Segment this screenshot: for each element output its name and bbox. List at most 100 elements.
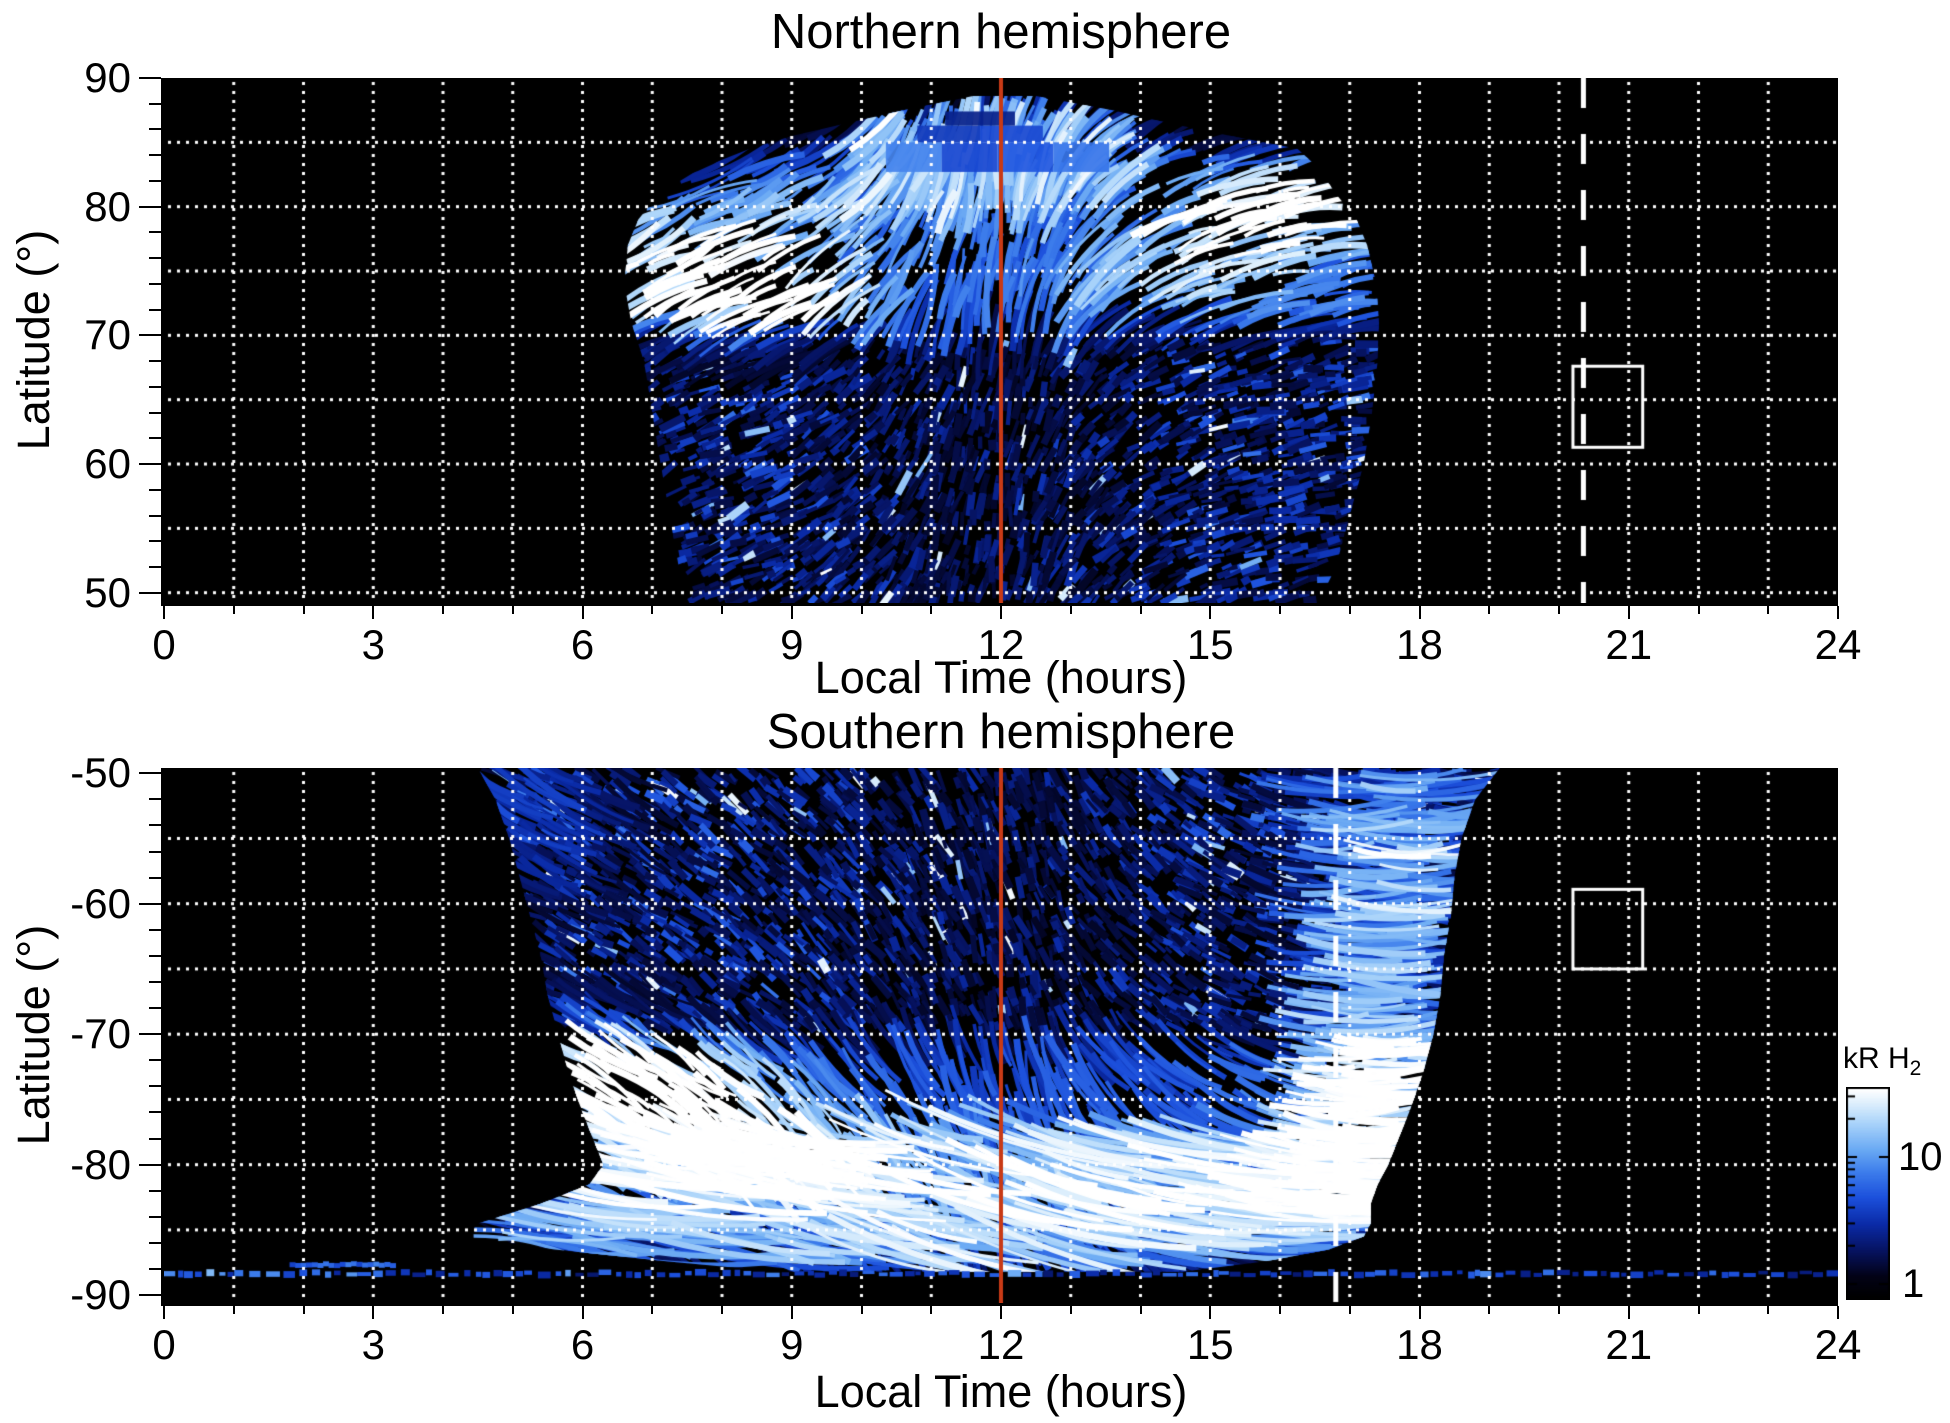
y-tick-label: 80	[84, 182, 131, 230]
x-tick	[1348, 606, 1351, 614]
x-axis-line	[161, 603, 1838, 606]
x-tick	[1000, 606, 1002, 619]
y-tick-label: -70	[70, 1010, 131, 1058]
y-tick	[149, 1241, 161, 1244]
x-tick-label: 3	[361, 1321, 385, 1368]
x-tick	[581, 1306, 584, 1319]
x-tick-label: 6	[570, 1321, 595, 1368]
x-tick-label: 24	[1814, 1321, 1862, 1368]
y-tick	[149, 565, 161, 568]
x-tick	[930, 606, 933, 614]
y-tick	[149, 876, 161, 879]
y-tick	[149, 540, 161, 543]
x-tick	[790, 606, 793, 619]
y-tick	[149, 954, 161, 957]
x-tick-label: 0	[152, 1321, 176, 1368]
y-tick	[149, 981, 161, 983]
y-tick	[149, 1007, 161, 1010]
heatmap-canvas-south	[164, 768, 1838, 1303]
y-tick	[149, 308, 161, 311]
x-tick	[930, 1306, 933, 1314]
x-tick-label: 9	[780, 621, 804, 668]
y-tick	[149, 850, 161, 853]
y-tick	[139, 1294, 161, 1297]
x-tick	[1279, 1306, 1281, 1314]
y-tick	[149, 1111, 161, 1114]
x-tick	[1488, 1306, 1491, 1314]
x-axis-line	[161, 1303, 1838, 1306]
x-tick	[1837, 606, 1839, 619]
x-tick	[1209, 1306, 1212, 1319]
y-tick	[149, 437, 161, 440]
y-tick-label: 70	[84, 311, 131, 359]
y-tick	[139, 1033, 161, 1036]
x-tick	[372, 606, 375, 619]
y-tick	[149, 231, 161, 234]
y-tick	[149, 1215, 161, 1218]
y-tick	[139, 591, 161, 594]
y-tick	[139, 77, 161, 79]
x-tick	[581, 606, 584, 619]
x-tick	[1837, 1306, 1839, 1319]
y-axis-line	[161, 768, 164, 1306]
y-tick	[149, 411, 161, 414]
y-tick	[139, 1163, 161, 1166]
x-tick	[232, 1306, 235, 1314]
x-tick	[511, 1306, 514, 1314]
colorbar-tick-1: 1	[1902, 1262, 1925, 1306]
x-tick	[1000, 1306, 1002, 1319]
x-tick	[1627, 606, 1630, 619]
x-tick	[1627, 1306, 1630, 1319]
y-tick	[139, 463, 161, 466]
y-tick	[149, 514, 161, 517]
x-tick	[721, 1306, 723, 1314]
y-tick	[139, 902, 161, 905]
colorbar-title-subscript: 2	[1909, 1057, 1922, 1080]
y-axis-line	[161, 78, 164, 606]
colorbar	[1846, 1087, 1890, 1300]
x-tick-label: 9	[780, 1321, 804, 1368]
x-tick-label: 12	[977, 621, 1025, 668]
y-tick-label: -50	[70, 749, 131, 797]
x-tick	[1418, 1306, 1421, 1319]
x-tick	[302, 606, 305, 614]
x-tick-label: 21	[1605, 621, 1653, 668]
x-tick	[790, 1306, 793, 1319]
y-tick	[149, 179, 161, 182]
y-tick	[149, 385, 161, 388]
x-tick-label: 12	[977, 1321, 1025, 1368]
y-tick	[149, 488, 161, 491]
x-tick	[163, 1306, 165, 1319]
x-tick-label: 6	[570, 621, 595, 668]
x-tick	[1069, 1306, 1072, 1314]
x-tick	[372, 1306, 375, 1319]
x-tick-label: 18	[1396, 1321, 1443, 1368]
x-tick-label: 15	[1186, 1321, 1234, 1368]
y-tick-label: 50	[84, 568, 131, 616]
x-tick	[302, 1306, 305, 1314]
x-tick-label: 21	[1605, 1321, 1653, 1368]
y-tick	[149, 360, 161, 363]
y-tick-label: -80	[70, 1140, 131, 1188]
heatmap-canvas-north	[164, 78, 1838, 603]
x-tick	[1767, 1306, 1770, 1314]
x-tick	[1767, 606, 1770, 614]
x-axis-label-north: Local Time (hours)	[814, 652, 1188, 703]
y-tick	[149, 1137, 161, 1140]
y-tick	[149, 1268, 161, 1271]
y-tick-label: 90	[84, 54, 131, 101]
x-tick	[1348, 1306, 1351, 1314]
x-tick	[1488, 606, 1491, 614]
x-tick	[1697, 606, 1700, 614]
y-tick	[149, 154, 161, 157]
x-tick	[1558, 606, 1560, 614]
y-tick	[149, 824, 161, 827]
y-tick	[149, 928, 161, 931]
x-tick	[163, 606, 165, 619]
y-tick	[149, 1085, 161, 1088]
x-tick	[442, 1306, 444, 1314]
x-tick	[442, 606, 444, 614]
x-tick	[721, 606, 723, 614]
colorbar-title: kR H2	[1843, 1042, 1922, 1081]
x-tick	[1558, 1306, 1560, 1314]
